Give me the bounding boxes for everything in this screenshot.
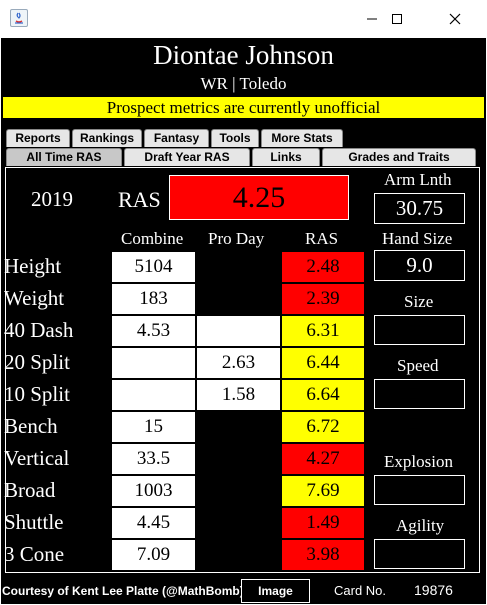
speed-grade [374, 379, 465, 409]
hand-size-label: Hand Size [382, 229, 453, 248]
arm-length-label: Arm Lnth [384, 170, 452, 189]
col-ras: RAS [305, 229, 339, 248]
window-titlebar [0, 0, 487, 38]
combine-cell [111, 347, 196, 379]
java-app-icon [10, 9, 28, 27]
metric-label: Vertical [4, 446, 70, 470]
metric-label: Broad [4, 478, 56, 502]
tab-more-stats[interactable]: More Stats [261, 129, 343, 147]
player-position-school: WR | Toledo [200, 74, 287, 93]
combine-cell: 33.5 [111, 443, 196, 475]
metric-label: Shuttle [4, 510, 64, 534]
tab-all-time-ras[interactable]: All Time RAS [6, 148, 122, 166]
ras-cell: 7.69 [281, 475, 365, 507]
pro-day-cell [196, 283, 281, 315]
tab-rankings[interactable]: Rankings [72, 129, 142, 147]
tab-draft-year-ras[interactable]: Draft Year RAS [124, 148, 250, 166]
metric-label: 40 Dash [4, 318, 74, 342]
metric-label: 3 Cone [4, 542, 65, 566]
tab-fantasy[interactable]: Fantasy [144, 129, 209, 147]
pro-day-cell: 1.58 [196, 379, 281, 411]
combine-cell: 15 [111, 411, 196, 443]
ras-cell: 6.44 [281, 347, 365, 379]
arm-length-value: 30.75 [374, 193, 465, 224]
metric-label: Bench [4, 414, 58, 438]
combine-cell: 4.45 [111, 507, 196, 539]
pro-day-cell [196, 251, 281, 283]
pro-day-cell [196, 443, 281, 475]
metric-label: 20 Split [4, 350, 70, 374]
col-combine: Combine [121, 229, 184, 248]
combine-cell [111, 379, 196, 411]
combine-cell: 183 [111, 283, 196, 315]
combine-cell: 5104 [111, 251, 196, 283]
combine-cell: 4.53 [111, 315, 196, 347]
ras-cell: 6.72 [281, 411, 365, 443]
card-number-label: Card No. [334, 583, 387, 598]
player-name: Diontae Johnson [153, 40, 334, 70]
size-grade [374, 315, 465, 345]
col-pro-day: Pro Day [208, 229, 265, 248]
explosion-label: Explosion [384, 452, 453, 471]
pro-day-cell [196, 411, 281, 443]
ras-cell: 3.98 [281, 539, 365, 571]
agility-label: Agility [396, 516, 445, 535]
ras-cell: 1.49 [281, 507, 365, 539]
maximize-button[interactable] [374, 0, 420, 38]
pro-day-cell [196, 539, 281, 571]
minimize-button[interactable] [349, 0, 395, 38]
card-number: 19876 [414, 582, 453, 598]
ras-card [5, 167, 480, 573]
hand-size-value: 9.0 [374, 250, 465, 281]
tab-tools[interactable]: Tools [211, 129, 259, 147]
pro-day-cell [196, 475, 281, 507]
explosion-grade [374, 475, 465, 505]
agility-grade [374, 539, 465, 569]
ras-cell: 6.31 [281, 315, 365, 347]
ras-score: 4.25 [169, 175, 349, 220]
tab-links[interactable]: Links [252, 148, 320, 166]
size-label: Size [404, 292, 434, 311]
image-button[interactable]: Image [241, 579, 310, 603]
ras-cell: 2.48 [281, 251, 365, 283]
ras-cell: 2.39 [281, 283, 365, 315]
combine-cell: 1003 [111, 475, 196, 507]
metric-label: Weight [4, 286, 65, 310]
credit-text: Courtesy of Kent Lee Platte (@MathBomb) [2, 584, 244, 598]
unofficial-banner: Prospect metrics are currently unofficia… [3, 97, 484, 118]
ras-cell: 6.64 [281, 379, 365, 411]
tab-reports[interactable]: Reports [6, 129, 70, 147]
draft-year: 2019 [31, 187, 73, 211]
close-button[interactable] [432, 0, 478, 38]
ras-cell: 4.27 [281, 443, 365, 475]
combine-cell: 7.09 [111, 539, 196, 571]
ras-label: RAS [118, 187, 161, 212]
tab-grades-and-traits[interactable]: Grades and Traits [322, 148, 476, 166]
pro-day-cell [196, 315, 281, 347]
pro-day-cell [196, 507, 281, 539]
speed-label: Speed [397, 356, 439, 375]
pro-day-cell: 2.63 [196, 347, 281, 379]
metric-label: Height [4, 254, 62, 278]
metric-label: 10 Split [4, 382, 70, 406]
